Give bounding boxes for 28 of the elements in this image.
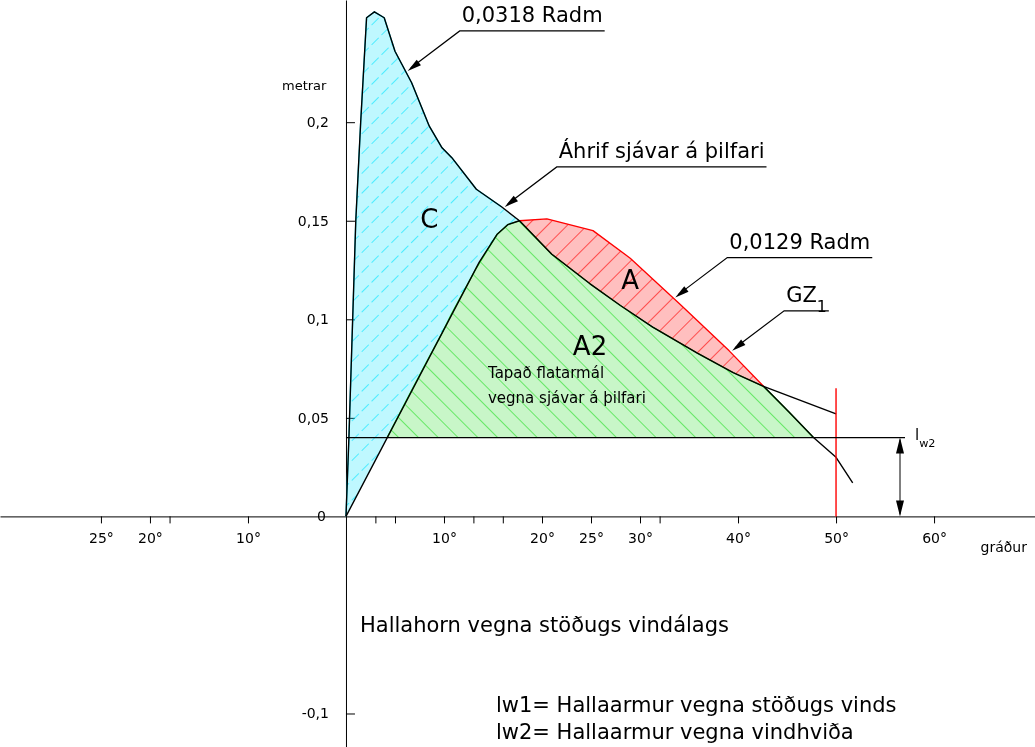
x-tick-label: 60° [922,530,947,547]
series-label: A2 [572,331,608,362]
x-tick-label: 50° [824,530,849,547]
annotation: Hallahorn vegna stöðugs vindálags [359,613,729,637]
x-tick-label: 25° [579,530,604,547]
x-tick-label: 10° [432,530,457,547]
x-tick-label: 20° [530,530,555,547]
x-axis-title: gráður [980,539,1028,556]
annotation: lw2= Hallaarmur vegna vindhviða [495,720,854,744]
annotation: Tapað flatarmál vegna sjávar á þilfari [486,364,646,407]
x-tick-label: 30° [628,530,653,547]
series-label: A [621,265,640,296]
y-tick-label: 0,2 [306,114,329,131]
annotation: Áhrif sjávar á þilfari [558,137,765,163]
annotation: lw1= Hallaarmur vegna stöðugs vinds [495,693,897,717]
x-tick-label: 20° [138,530,163,547]
ref-line-label: l$_{w2}$ [915,425,936,450]
y-tick-label: 0,1 [306,311,329,328]
x-tick-label: 25° [89,530,114,547]
x-tick-label: 10° [236,530,261,547]
y-axis-title: metrar [281,78,328,93]
y-tick-label: -0,1 [301,705,329,722]
y-tick-label: 0,15 [297,212,329,229]
x-tick-label: 40° [726,530,751,547]
series-label: C [420,204,439,235]
y-tick-label: 0,05 [297,409,329,426]
annotation: 0,0318 Radm [461,2,603,27]
annotation: 0,0129 Radm [729,229,871,254]
